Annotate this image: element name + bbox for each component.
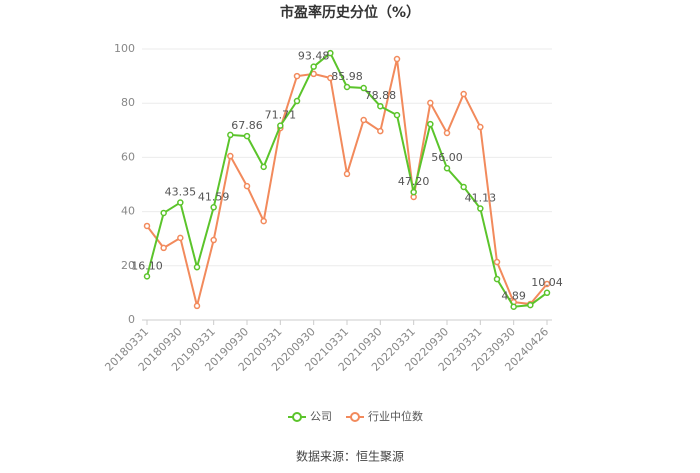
data-point [277, 122, 284, 129]
data-point [377, 102, 384, 110]
data-point [177, 234, 184, 242]
data-point [177, 199, 184, 206]
data-label: 67.86 [231, 119, 263, 132]
data-point [343, 83, 351, 91]
data-label: 56.00 [431, 151, 463, 164]
y-tick-label: 0 [128, 313, 135, 326]
data-point [210, 204, 217, 211]
data-label: 85.98 [331, 70, 363, 83]
data-point [243, 182, 251, 190]
data-point [293, 72, 301, 80]
data-point [543, 280, 551, 288]
data-point [443, 164, 451, 172]
data-point [443, 129, 451, 137]
data-point [427, 99, 434, 107]
data-label: 16.10 [131, 259, 163, 272]
data-point [393, 55, 401, 63]
y-tick-label: 100 [114, 42, 135, 55]
series-line [146, 58, 548, 307]
y-tick-label: 20 [121, 259, 135, 272]
y-tick-label: 80 [121, 96, 135, 109]
data-point [193, 263, 201, 271]
data-point [227, 131, 234, 139]
y-tick-label: 60 [121, 150, 135, 163]
data-point [160, 244, 167, 252]
data-point [160, 209, 167, 217]
data-point [527, 301, 534, 309]
data-point [143, 273, 151, 280]
data-point [343, 170, 351, 178]
data-point [260, 163, 267, 171]
data-point [510, 303, 517, 310]
data-label: 71.71 [265, 109, 297, 122]
legend-label: 公司 [310, 410, 332, 423]
data-point [210, 236, 217, 244]
data-point [393, 111, 401, 119]
data-point [360, 116, 367, 124]
data-point [243, 132, 251, 140]
chart-title: 市盈率历史分位（%） [280, 4, 420, 21]
data-point [477, 205, 484, 212]
data-point [493, 275, 501, 283]
legend-marker [350, 412, 360, 422]
data-point [493, 258, 501, 266]
data-point [310, 63, 317, 70]
data-point [327, 74, 334, 82]
legend-label: 行业中位数 [368, 409, 423, 423]
data-point [477, 123, 484, 131]
data-label: 10.04 [531, 276, 563, 289]
legend-marker [292, 412, 302, 422]
data-label: 47.20 [398, 175, 430, 188]
data-point [410, 188, 417, 196]
source: 数据来源：恒生聚源 [296, 449, 404, 464]
data-point [227, 152, 234, 160]
data-point [293, 97, 301, 105]
data-point [377, 127, 384, 135]
data-label: 41.13 [465, 192, 497, 205]
data-point [543, 289, 551, 297]
data-point [193, 302, 201, 310]
data-point [460, 90, 467, 98]
data-point [327, 49, 334, 57]
data-point [260, 217, 267, 225]
data-point [360, 84, 367, 92]
y-tick-label: 40 [121, 205, 135, 218]
data-label: 93.48 [298, 50, 330, 63]
data-point [143, 222, 151, 230]
data-point [460, 183, 467, 191]
data-label: 41.59 [198, 190, 230, 203]
data-point [427, 120, 434, 128]
data-label: 43.35 [165, 186, 197, 199]
data-label: 4.89 [501, 290, 526, 303]
data-label: 78.88 [365, 89, 397, 102]
